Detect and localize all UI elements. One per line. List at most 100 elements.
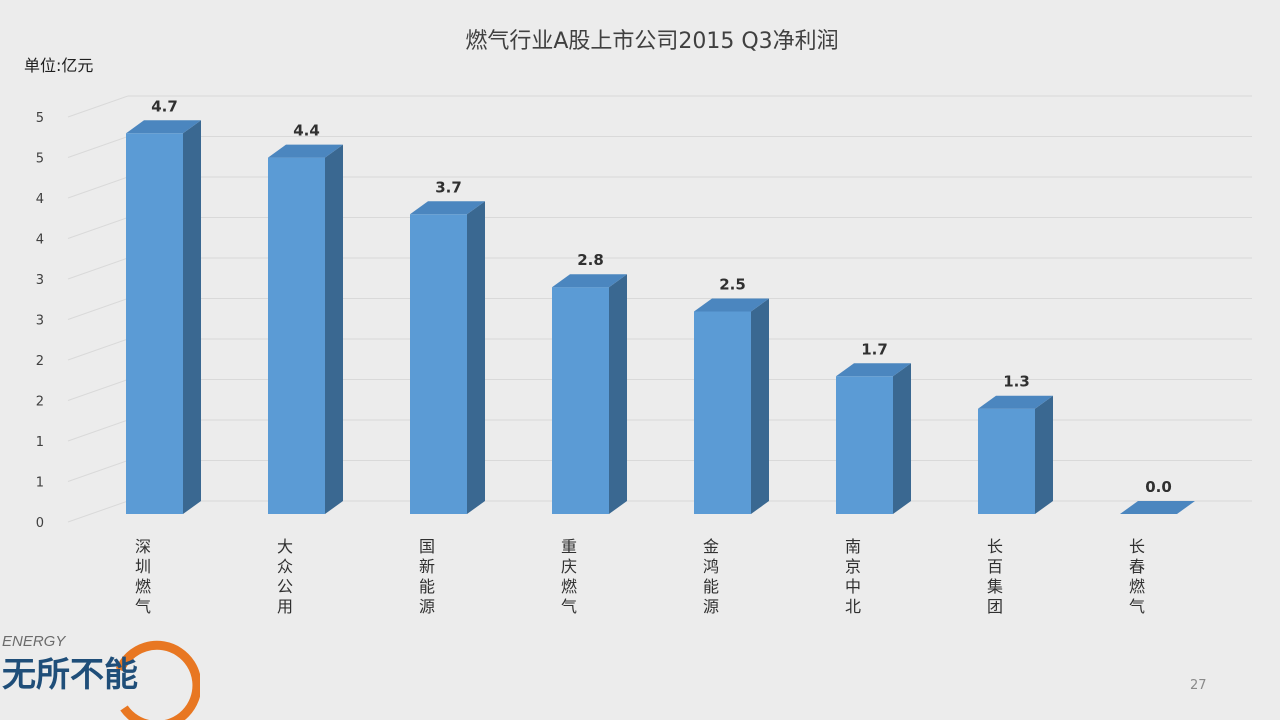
bar	[978, 408, 1035, 514]
gridline-depth	[67, 136, 129, 158]
category-label-char: 大	[277, 537, 293, 556]
y-axis-ticks: 0 1 1 2 2 3 3 4 4 5 5	[36, 111, 44, 531]
bar-top	[552, 274, 627, 288]
chart-title: 燃气行业A股上市公司2015 Q3净利润	[465, 29, 838, 54]
category-label-char: 燃	[135, 577, 151, 596]
bar-top	[410, 201, 485, 215]
gridlines	[67, 95, 1252, 523]
category-label-char: 圳	[135, 557, 151, 576]
data-label: 1.3	[1003, 373, 1030, 391]
category-label-char: 京	[845, 557, 861, 576]
category-label-char: 能	[419, 577, 435, 596]
bar-side	[325, 144, 343, 514]
data-label: 0.0	[1145, 478, 1172, 496]
y-tick-label: 1	[36, 435, 44, 450]
y-tick-label: 0	[36, 516, 44, 531]
bar-top	[1120, 501, 1195, 514]
gridline-depth	[67, 419, 129, 442]
bar-top	[836, 363, 911, 377]
data-label: 4.7	[151, 97, 178, 115]
category-label-char: 燃	[561, 577, 577, 596]
category-label-char: 源	[703, 597, 719, 616]
bar	[268, 157, 325, 514]
bar-side	[467, 201, 485, 515]
category-label-char: 长	[1129, 537, 1145, 556]
data-label: 2.5	[719, 276, 746, 294]
category-label-char: 南	[845, 537, 861, 556]
bar-side	[1035, 395, 1053, 514]
unit-label: 单位:亿元	[24, 56, 94, 75]
gridline-depth	[67, 500, 129, 523]
gridline-depth	[67, 257, 129, 280]
category-label-char: 国	[419, 537, 435, 556]
y-tick-label: 3	[36, 314, 44, 329]
gridline-depth	[67, 298, 129, 320]
bar-side	[609, 274, 627, 514]
category-label-char: 重	[561, 537, 577, 556]
category-label-char: 深	[135, 537, 151, 556]
y-tick-label: 1	[36, 476, 44, 491]
category-label-char: 气	[135, 597, 151, 616]
category-label-char: 燃	[1129, 577, 1145, 596]
category-label-char: 百	[987, 557, 1003, 576]
bar	[552, 287, 609, 514]
category-label-char: 团	[987, 597, 1003, 616]
category-label-char: 新	[419, 557, 435, 576]
bar	[126, 133, 183, 515]
gridline-depth	[67, 95, 129, 118]
data-label: 2.8	[577, 251, 604, 269]
logo-top-text: ENERGY	[2, 633, 66, 650]
category-label-char: 长	[987, 537, 1003, 556]
gridline-depth	[67, 217, 129, 239]
gridline-depth	[67, 379, 129, 401]
category-label-char: 中	[845, 577, 861, 596]
bar-side	[751, 298, 769, 514]
data-label: 1.7	[861, 340, 888, 358]
bars	[126, 120, 1195, 515]
category-label-char: 气	[1129, 597, 1145, 616]
bar-top	[268, 144, 343, 158]
logo-swoosh-icon	[115, 640, 200, 720]
bar-side	[893, 363, 911, 514]
category-label-char: 气	[561, 597, 577, 616]
bar	[410, 214, 467, 515]
bar-top	[126, 120, 201, 134]
y-tick-label: 4	[36, 192, 44, 207]
category-label-char: 春	[1129, 557, 1145, 576]
y-tick-label: 4	[36, 233, 44, 248]
bar	[836, 376, 893, 514]
y-tick-label: 2	[36, 354, 44, 369]
category-label-char: 北	[845, 597, 861, 616]
bar-top	[978, 395, 1053, 409]
category-label-char: 庆	[561, 557, 577, 576]
category-label-char: 金	[703, 537, 719, 556]
data-label: 3.7	[435, 178, 462, 196]
data-label: 4.4	[293, 122, 320, 140]
data-labels: 4.7 4.4 3.7 2.8 2.5 1.7 1.3 0.0	[151, 97, 1172, 496]
gridline-depth	[67, 338, 129, 361]
bar-side	[183, 120, 201, 515]
category-label-char: 能	[703, 577, 719, 596]
y-tick-label: 5	[36, 111, 44, 126]
gridline-depth	[67, 176, 129, 199]
y-tick-label: 5	[36, 152, 44, 167]
gridline-depth	[67, 460, 129, 482]
bar-top	[694, 298, 769, 312]
y-tick-label: 3	[36, 273, 44, 288]
bar	[694, 311, 751, 514]
energy-logo: ENERGY 无所不能	[2, 633, 200, 720]
category-label-char: 集	[987, 577, 1003, 596]
page-number: 27	[1190, 678, 1207, 693]
category-label-char: 公	[277, 577, 293, 596]
category-label-char: 用	[277, 597, 293, 616]
